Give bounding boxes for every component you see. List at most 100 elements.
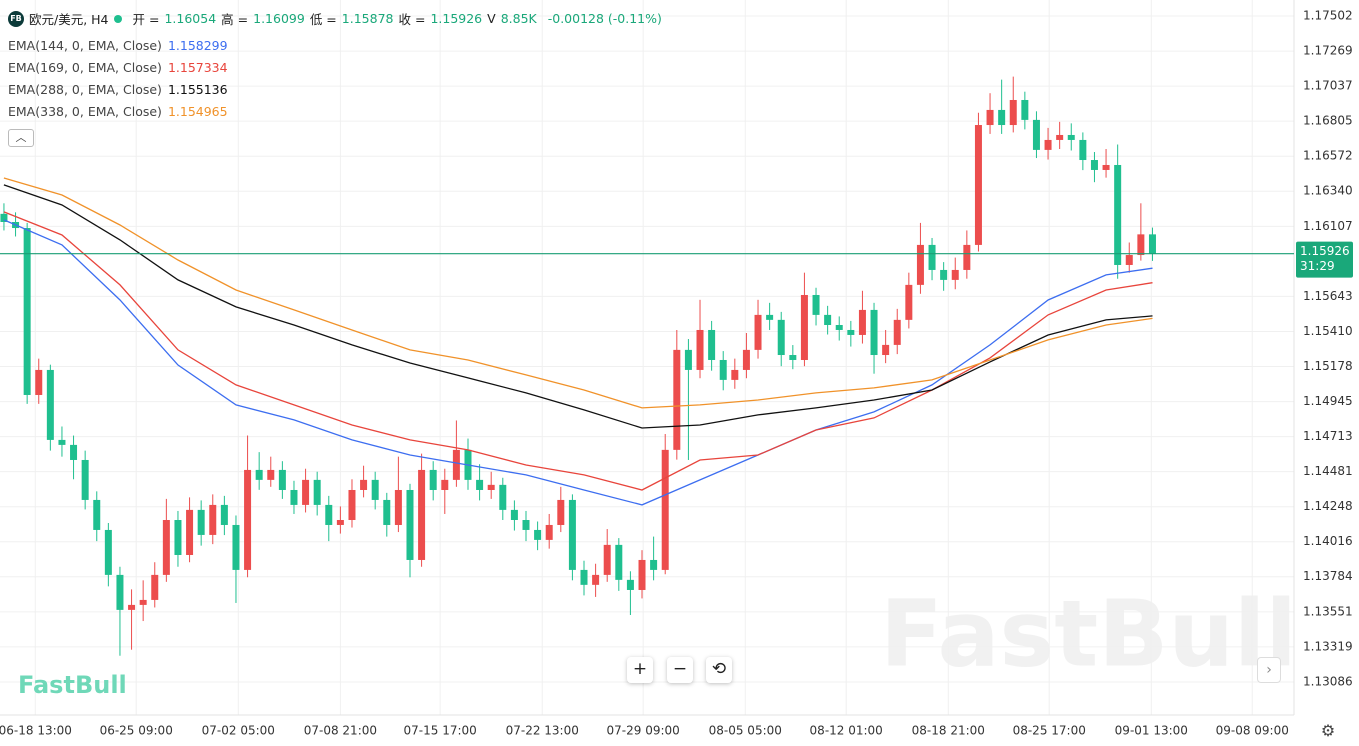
- candle-body: [255, 469, 263, 480]
- change: -0.00128 (-0.11%): [547, 11, 662, 26]
- legend-entry: EMA(288, 0, EMA, Close) 1.155136: [8, 82, 228, 97]
- close-value: 1.15926: [430, 11, 483, 26]
- candle-body: [974, 125, 982, 245]
- scroll-right[interactable]: ›: [1257, 657, 1281, 683]
- x-tick-label: 06-18 13:00: [0, 724, 72, 738]
- low-value: 1.15878: [341, 11, 394, 26]
- candle-body: [58, 439, 66, 445]
- candle-body: [545, 524, 553, 540]
- candle-body: [151, 574, 159, 600]
- status-dot: [113, 14, 122, 23]
- candle-body: [1021, 99, 1029, 120]
- candle-body: [882, 344, 890, 356]
- y-tick-label: 1.16340: [1303, 184, 1353, 198]
- candle-body: [406, 489, 414, 560]
- candle-body: [870, 309, 878, 356]
- candle-body: [371, 479, 379, 500]
- y-tick-label: 1.13319: [1303, 639, 1353, 653]
- zoom-in[interactable]: +: [627, 657, 653, 683]
- x-tick-label: 07-22 13:00: [506, 724, 579, 738]
- legend-entry: EMA(338, 0, EMA, Close) 1.154965: [8, 104, 228, 119]
- y-tick-label: 1.14945: [1303, 394, 1353, 408]
- candle-body: [452, 449, 460, 480]
- x-tick-label: 08-18 21:00: [912, 724, 985, 738]
- zoom-out[interactable]: −: [667, 657, 693, 683]
- candle-body: [812, 294, 820, 315]
- legend-entry: EMA(144, 0, EMA, Close) 1.158299: [8, 38, 228, 53]
- candle-body: [429, 469, 437, 490]
- candle-body: [1009, 99, 1017, 126]
- countdown: 31:29: [1300, 259, 1335, 273]
- candle-body: [905, 284, 913, 320]
- candle-body: [731, 369, 739, 380]
- candle-body: [313, 479, 321, 505]
- y-tick-label: 1.14248: [1303, 499, 1353, 513]
- candle-body: [580, 569, 588, 585]
- candle-body: [209, 504, 217, 535]
- y-tick-label: 1.15643: [1303, 289, 1353, 303]
- candle-body: [139, 599, 147, 605]
- candle-body: [1102, 164, 1110, 170]
- candle-body: [835, 325, 843, 330]
- header: FB 欧元/美元, H4 开 = 1.16054 高 = 1.16099 低 = 1.…: [8, 9, 662, 28]
- candle-body: [893, 319, 901, 345]
- candle-body: [661, 449, 669, 570]
- low-label: 低 =: [309, 12, 337, 27]
- ema-line: [3, 211, 1153, 491]
- settings[interactable]: ⚙: [1316, 718, 1340, 742]
- volume-label: V: [487, 11, 496, 26]
- candle-body: [638, 559, 646, 590]
- legend-label: EMA(288, 0, EMA, Close): [8, 82, 162, 97]
- y-tick-label: 1.14016: [1303, 534, 1353, 548]
- candle-body: [719, 359, 727, 380]
- logo: FastBull: [18, 671, 127, 699]
- candle-body: [46, 369, 54, 440]
- candle-body: [1125, 255, 1133, 265]
- candle-body: [824, 314, 832, 325]
- open-label: 开 =: [132, 12, 160, 27]
- candle-body: [963, 244, 971, 270]
- candle-body: [940, 269, 948, 280]
- legend-value: 1.155136: [167, 82, 228, 97]
- candle-body: [800, 294, 808, 360]
- candle-body: [104, 529, 112, 575]
- candle-body: [986, 109, 994, 126]
- candle-body: [23, 228, 31, 395]
- x-tick-label: 07-29 09:00: [607, 724, 680, 738]
- candle-body: [325, 504, 333, 525]
- legend-label: EMA(144, 0, EMA, Close): [8, 38, 162, 53]
- volume-value: 8.85K: [500, 11, 537, 26]
- candle-body: [220, 504, 228, 525]
- candle-body: [789, 355, 797, 360]
- ema-line: [3, 184, 1153, 429]
- price-label-box: [1296, 241, 1353, 278]
- legend-value: 1.157334: [167, 60, 228, 75]
- candle-body: [348, 489, 356, 520]
- y-tick-label: 1.14481: [1303, 464, 1353, 478]
- candle-body: [35, 369, 43, 395]
- candle-body: [568, 499, 576, 570]
- candle-body: [383, 499, 391, 525]
- candle-body: [1067, 134, 1075, 140]
- candle-body: [81, 459, 89, 500]
- ema-line: [3, 177, 1153, 409]
- candle-body: [418, 469, 426, 560]
- reset[interactable]: ⟲: [706, 657, 732, 683]
- candle-body: [197, 509, 205, 535]
- candle-body: [615, 544, 623, 580]
- candle-body: [116, 574, 124, 610]
- candle-body: [742, 349, 750, 370]
- x-tick-label: 09-01 13:00: [1115, 724, 1188, 738]
- candle-body: [1056, 134, 1064, 140]
- candle-body: [394, 489, 402, 525]
- candle-body: [1044, 139, 1052, 150]
- candle-body: [858, 309, 866, 335]
- legend-entry: EMA(169, 0, EMA, Close) 1.157334: [8, 60, 228, 75]
- collapse-button[interactable]: ︿: [8, 129, 34, 147]
- x-tick-label: 08-12 01:00: [810, 724, 883, 738]
- y-tick-label: 1.16805: [1303, 114, 1353, 128]
- candle-body: [603, 544, 611, 575]
- high-label: 高 =: [221, 12, 249, 27]
- symbol: 欧元/美元, H4: [29, 12, 109, 27]
- candle-body: [232, 524, 240, 570]
